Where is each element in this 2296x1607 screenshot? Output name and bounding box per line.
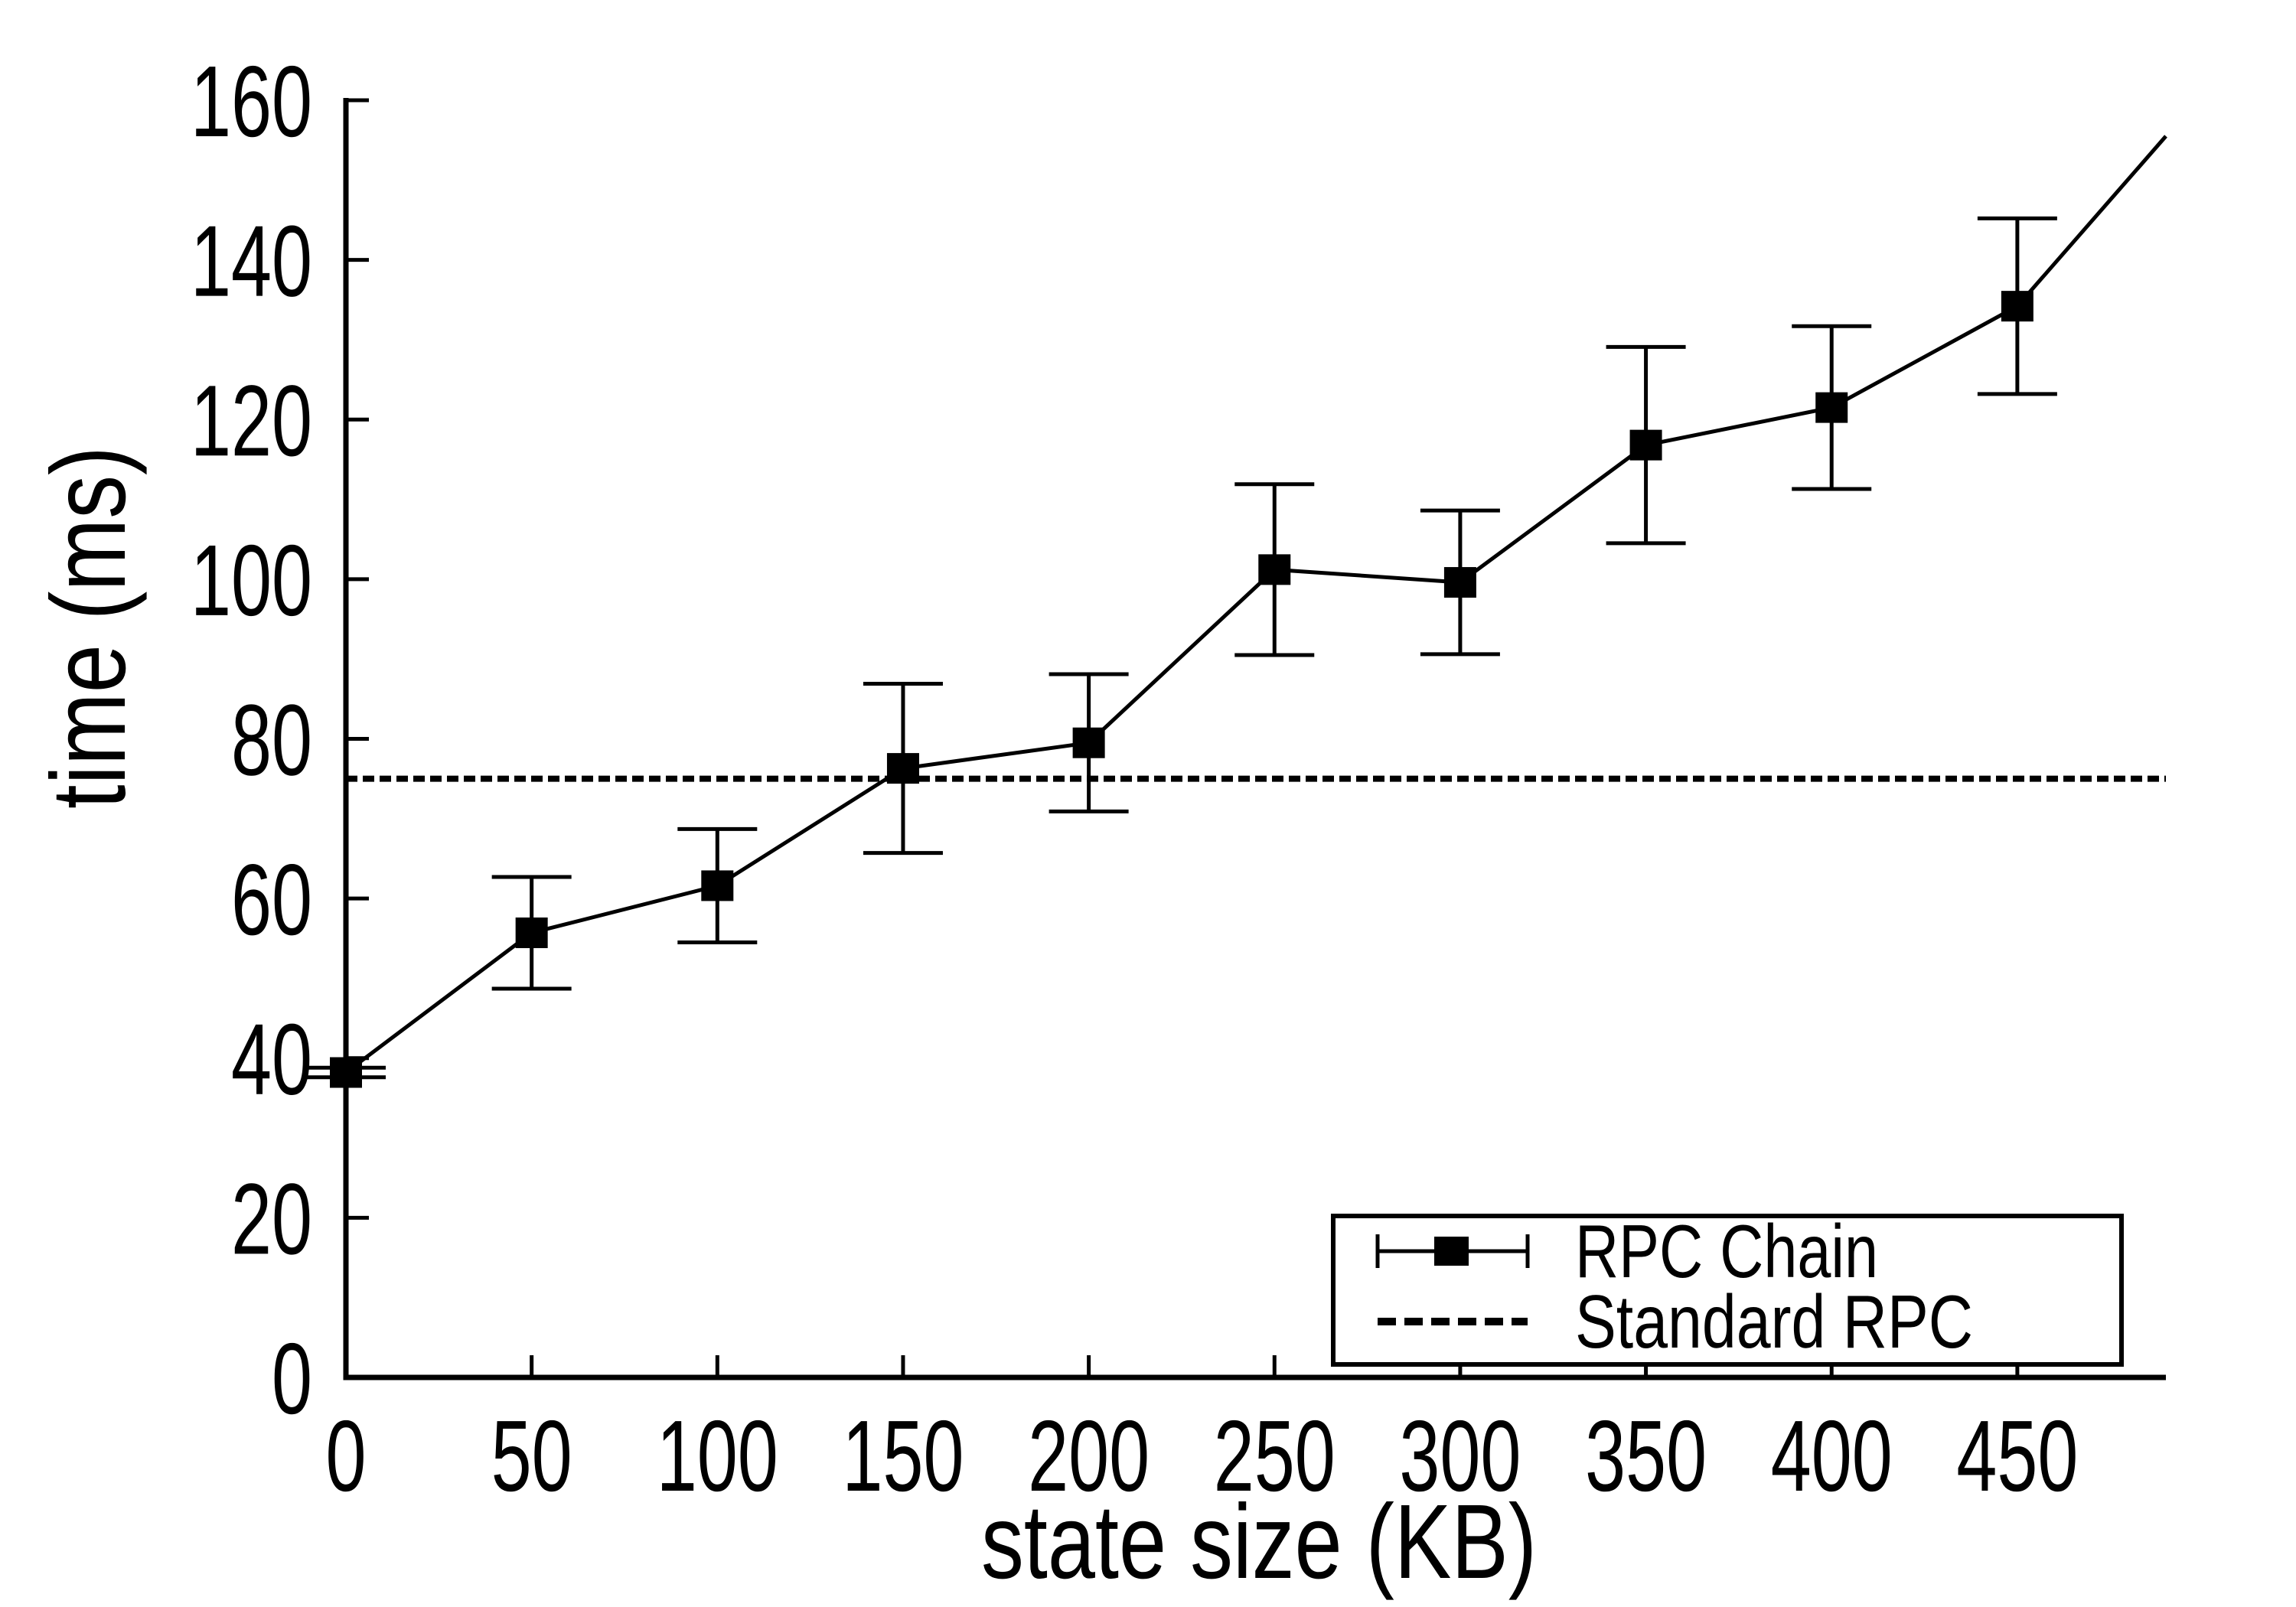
svg-text:120: 120: [191, 364, 312, 477]
y-axis-title: time (ms): [30, 446, 148, 809]
data-point-marker: [515, 917, 548, 948]
data-point-marker: [1072, 727, 1105, 758]
data-point-marker: [2001, 291, 2033, 322]
rpc-chain-markers: [330, 291, 2033, 1088]
y-axis-tick-labels: 0 20 40 60 80 100 120 140 160: [191, 45, 312, 1435]
rpc-chain-error-bars: [306, 216, 2057, 1080]
y-axis-ticks: [346, 98, 369, 1380]
svg-text:400: 400: [1771, 1400, 1893, 1512]
svg-text:100: 100: [191, 524, 312, 637]
legend-box: [1331, 1214, 2124, 1367]
axes: 0 20 40 60 80 100 120 140 160 0 50 100 150 200 250 300…: [30, 45, 2166, 1601]
data-point-marker: [1443, 567, 1476, 598]
x-axis-tick-labels: 0 50 100 150 200 250 300 350 400 450: [326, 1400, 2079, 1512]
svg-text:80: 80: [231, 684, 312, 797]
svg-text:40: 40: [231, 1003, 312, 1116]
x-axis-title: state size (KB): [981, 1483, 1537, 1601]
svg-text:200: 200: [1028, 1400, 1150, 1512]
svg-text:0: 0: [326, 1400, 367, 1512]
svg-text:140: 140: [191, 205, 312, 318]
data-point-marker: [701, 870, 734, 901]
data-point-marker: [886, 753, 919, 784]
svg-text:60: 60: [231, 843, 312, 956]
axis-lines: [343, 98, 2166, 1380]
svg-text:300: 300: [1399, 1400, 1521, 1512]
data-point-marker: [330, 1057, 362, 1088]
svg-text:0: 0: [272, 1322, 312, 1435]
svg-text:160: 160: [191, 45, 312, 158]
legend-square-marker-icon: [1434, 1237, 1469, 1266]
svg-text:20: 20: [231, 1162, 312, 1275]
data-point-marker: [1815, 392, 1848, 423]
svg-text:100: 100: [657, 1400, 778, 1512]
svg-text:250: 250: [1214, 1400, 1336, 1512]
data-point-marker: [1258, 554, 1291, 585]
svg-text:150: 150: [842, 1400, 964, 1512]
legend-label-rpc-chain: RPC Chain: [1575, 1209, 1878, 1293]
data-point-marker: [1629, 429, 1662, 461]
legend-label-standard-rpc: Standard RPC: [1575, 1279, 1973, 1364]
rpc-chain-series-line: [344, 135, 2167, 1074]
legend: RPC Chain Standard RPC: [1331, 1209, 2124, 1367]
svg-text:350: 350: [1585, 1400, 1707, 1512]
svg-text:450: 450: [1956, 1400, 2078, 1512]
svg-text:50: 50: [491, 1400, 572, 1512]
legend-sample-rpc-chain: [1375, 1234, 1530, 1268]
